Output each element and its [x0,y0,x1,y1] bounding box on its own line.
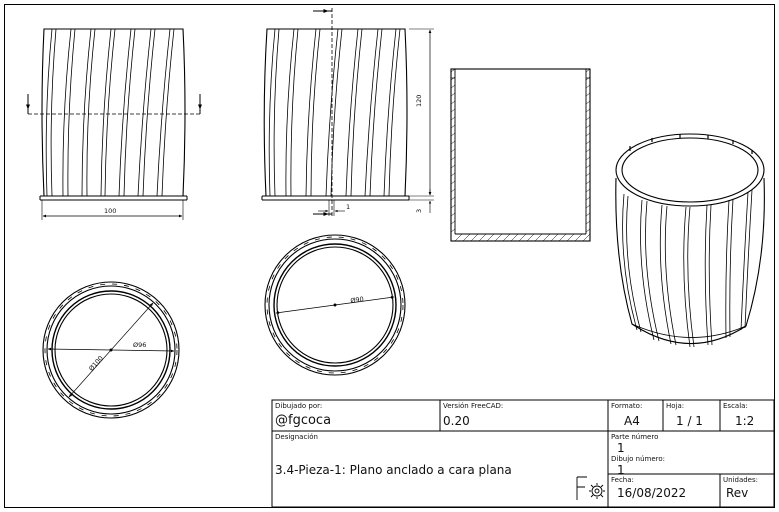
isometric-view [615,133,765,348]
freecad-logo-icon [576,476,605,500]
sheet-border [4,4,775,508]
top-view-center [333,303,337,307]
designation-label: Designación [275,433,318,441]
part-number-label: Parte número [611,433,659,441]
format-label: Formato: [611,402,643,410]
title-block-frame [271,399,775,508]
section-view [450,68,591,242]
units-label: Unidades: [723,476,758,484]
inner-diameter-top-dimension: Ø90 [349,295,365,305]
designation-value: 3.4-Pieza-1: Plano anclado a cara plana [275,463,512,477]
top-view [264,234,406,376]
section-hatching [450,68,591,242]
bottom-view-center [109,348,113,352]
side-height-dimension: 120 [415,94,423,107]
side-view [261,8,434,216]
drawing-number-label: Dibujo número: [611,455,666,463]
inner-diameter-bottom-dimension: Ø96 [133,341,147,349]
bottom-view [42,281,180,419]
front-width-dimension: 100 [104,207,117,215]
date-label: Fecha: [611,476,634,484]
sheet-value: 1 / 1 [676,414,703,428]
part-number-value: 1 [617,441,625,455]
front-view [26,28,202,220]
scale-label: Escala: [723,402,748,410]
offset-dimension: 1 [346,203,351,211]
base-thickness-dimension: 3 [415,208,423,213]
drawn-by-label: Dibujado por: [275,402,323,410]
format-value: A4 [624,414,640,428]
version-label: Versión FreeCAD: [443,402,504,410]
date-value: 16/08/2022 [617,486,687,500]
drawn-by-value: @fgcoca [275,413,332,428]
units-value: Rev [726,486,749,500]
drawing-number-value: 1 [617,463,625,477]
version-value: 0.20 [443,414,470,428]
sheet-label: Hoja: [666,402,685,410]
scale-value: 1:2 [735,414,755,428]
